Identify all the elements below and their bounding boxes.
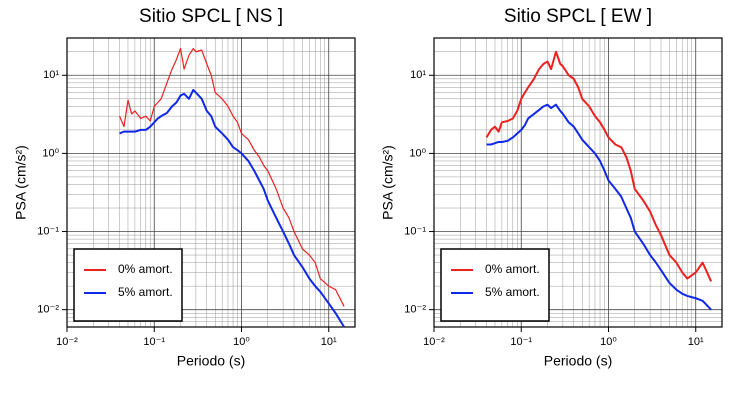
y-tick-label: 10⁻² xyxy=(37,304,59,316)
legend-label: 0% amort. xyxy=(485,262,540,276)
plot-frame xyxy=(66,37,356,328)
x-tick-label: 10⁻¹ xyxy=(510,336,532,348)
chart-title: Sitio SPCL [ NS ] xyxy=(139,6,283,27)
x-axis-label: Periodo (s) xyxy=(177,353,245,369)
legend-label: 5% amort. xyxy=(118,285,173,299)
x-tick-label: 10⁻¹ xyxy=(143,336,165,348)
x-tick-label: 10⁰ xyxy=(600,336,617,348)
legend-label: 5% amort. xyxy=(485,285,540,299)
y-tick-label: 10⁻¹ xyxy=(37,225,59,237)
data-line xyxy=(118,47,345,307)
y-tick-label: 10⁻¹ xyxy=(404,225,426,237)
y-tick-label: 10⁻² xyxy=(404,304,426,316)
y-axis-label: PSA (cm/s²) xyxy=(380,145,396,220)
x-tick-label: 10⁻² xyxy=(423,336,445,348)
chart-title: Sitio SPCL [ EW ] xyxy=(504,6,652,27)
data-line xyxy=(485,50,713,282)
y-tick-label: 10⁰ xyxy=(409,147,426,159)
x-tick-label: 10¹ xyxy=(688,336,704,348)
x-tick-label: 10¹ xyxy=(321,336,337,348)
legend-box xyxy=(440,248,550,322)
y-tick-label: 10¹ xyxy=(410,69,426,81)
y-tick-label: 10¹ xyxy=(43,69,59,81)
x-tick-label: 10⁰ xyxy=(233,336,250,348)
y-tick-label: 10⁰ xyxy=(42,147,59,159)
plot-frame xyxy=(433,37,723,328)
legend-label: 0% amort. xyxy=(118,262,173,276)
data-line xyxy=(119,88,345,328)
data-line xyxy=(486,103,712,311)
x-tick-label: 10⁻² xyxy=(56,336,78,348)
legend-box xyxy=(73,248,183,322)
x-axis-label: Periodo (s) xyxy=(544,353,612,369)
y-axis-label: PSA (cm/s²) xyxy=(13,145,29,220)
